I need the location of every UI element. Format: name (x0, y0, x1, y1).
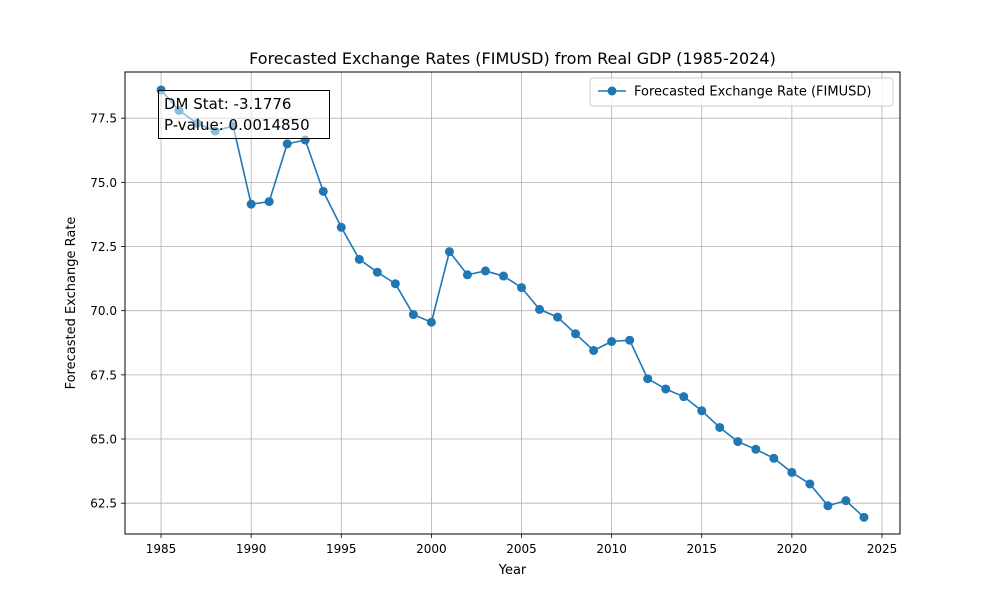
data-point (859, 512, 869, 522)
legend-marker-swatch (607, 86, 617, 96)
data-point (498, 271, 508, 281)
y-tick-label: 67.5 (90, 368, 117, 382)
dm-stat-annotation: DM Stat: -3.1776 P-value: 0.0014850 (158, 90, 330, 139)
annotation-p-value: P-value: 0.0014850 (164, 116, 310, 134)
x-tick-label: 2010 (596, 542, 627, 556)
data-point (787, 467, 797, 477)
data-point (444, 247, 454, 257)
data-point (246, 199, 256, 209)
data-point (697, 406, 707, 416)
series-line (160, 89, 865, 518)
legend-label: Forecasted Exchange Rate (FIMUSD) (634, 85, 871, 100)
data-point (733, 437, 743, 447)
data-point (607, 337, 617, 346)
annotation-box (158, 90, 330, 139)
chart-title: Forecasted Exchange Rates (FIMUSD) from … (249, 49, 776, 68)
data-point (841, 496, 851, 506)
data-point (589, 345, 599, 355)
y-tick-label: 72.5 (90, 240, 117, 254)
x-tick-label: 2015 (686, 542, 717, 556)
y-tick-label: 77.5 (90, 112, 117, 126)
data-point (571, 329, 581, 339)
y-axis-label: Forecasted Exchange Rate (64, 217, 79, 390)
y-tick-label: 75.0 (90, 176, 117, 190)
x-tick-label: 2005 (506, 542, 537, 556)
data-point (408, 310, 418, 320)
data-point (751, 444, 761, 454)
y-tick-label: 62.5 (90, 497, 117, 511)
data-point (535, 304, 545, 314)
data-point (805, 479, 815, 489)
data-point (480, 266, 490, 276)
x-axis-label: Year (498, 563, 527, 578)
axes-layer: 1985 1990 1995 2000 2005 2010 2015 2020 2025 62.5… (90, 112, 897, 556)
data-point (625, 335, 635, 345)
data-point (715, 422, 725, 432)
legend-box (589, 77, 894, 107)
x-tick-label: 2025 (867, 542, 898, 556)
grid-layer (125, 72, 900, 534)
x-tick-label: 1995 (326, 542, 357, 556)
data-point (553, 312, 563, 322)
data-point (372, 267, 382, 277)
data-point (517, 283, 527, 293)
plot-frame (124, 71, 901, 535)
legend: Forecasted Exchange Rate (FIMUSD) (589, 77, 894, 107)
x-tick-label: 1985 (146, 542, 177, 556)
data-point (318, 186, 328, 196)
annotation-dm-stat: DM Stat: -3.1776 (164, 95, 291, 113)
series-layer (156, 85, 869, 522)
x-tick-label: 1990 (236, 542, 267, 556)
y-tick-label: 65.0 (90, 433, 117, 447)
data-point (643, 374, 653, 384)
data-point (769, 453, 779, 463)
data-point (823, 501, 833, 511)
y-tick-label: 70.0 (90, 304, 117, 318)
data-point (426, 317, 436, 327)
data-point (354, 254, 364, 264)
x-tick-label: 2000 (416, 542, 447, 556)
x-tick-label: 2020 (777, 542, 808, 556)
data-point (264, 197, 274, 207)
data-point (282, 139, 292, 149)
data-point (390, 279, 400, 289)
data-point (661, 384, 671, 394)
data-point (336, 222, 346, 232)
data-point (462, 270, 472, 280)
data-point (679, 392, 689, 402)
